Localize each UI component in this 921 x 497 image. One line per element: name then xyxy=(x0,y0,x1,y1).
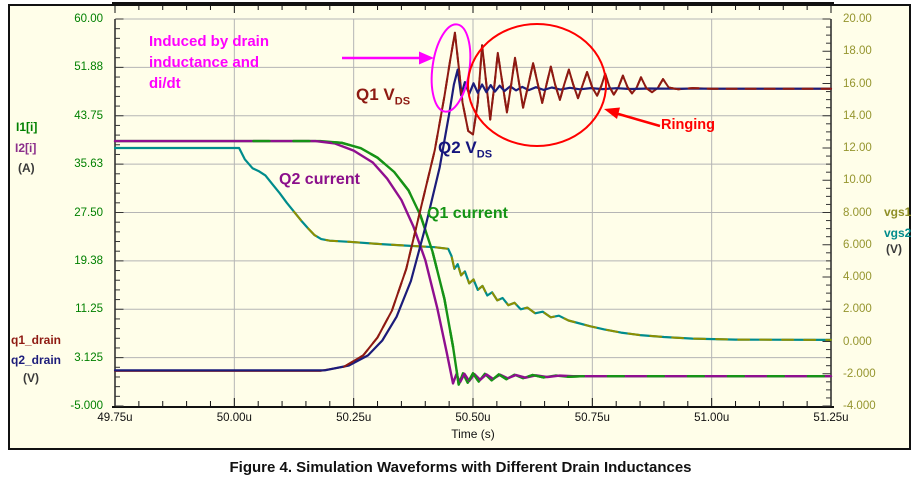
right-axis-tick-label: 8.000 xyxy=(843,206,872,219)
x-axis-tick-label: 51.25u xyxy=(813,412,849,424)
legend-amps-unit: (A) xyxy=(18,161,35,175)
right-axis-tick-label: 12.00 xyxy=(843,142,872,154)
series-q2_drain xyxy=(113,68,833,372)
x-axis-title: Time (s) xyxy=(451,427,495,441)
waveform-plot xyxy=(112,2,834,408)
annotation-induced-note: Induced by drain inductance and di/dt xyxy=(149,33,270,92)
annotation-q1-vds-main: Q1 V xyxy=(356,85,395,104)
left-axis-tick-label: 11.25 xyxy=(75,303,103,316)
x-axis-tick-label: 51.00u xyxy=(694,412,730,424)
series-vgs1 xyxy=(293,210,832,341)
legend-vgs2: vgs2 xyxy=(884,226,912,240)
legend-vgs1: vgs1 xyxy=(884,205,912,219)
left-axis-tick-label: -5.000 xyxy=(70,400,103,412)
legend-volts-unit-right: (V) xyxy=(886,242,902,256)
annotation-q2-vds-sub: DS xyxy=(476,148,493,161)
series-q1-drain-dash-overlay xyxy=(343,31,832,368)
annotation-q1-current: Q1 current xyxy=(427,205,508,222)
right-axis-tick-label: 4.000 xyxy=(843,271,872,283)
x-axis-tick-label: 50.00u xyxy=(216,412,252,424)
right-axis-tick-label: 0.000 xyxy=(843,335,872,348)
ringing-arrow-line xyxy=(614,111,661,128)
x-axis-tick-label: 50.75u xyxy=(574,412,610,424)
right-axis-tick-label: 2.000 xyxy=(843,303,872,316)
top-axis-bar xyxy=(112,2,834,6)
x-axis-tick-label: 50.25u xyxy=(336,412,372,424)
right-axis-tick-label: 16.00 xyxy=(843,77,872,90)
right-axis-tick-label: 14.00 xyxy=(843,109,872,122)
x-axis-tick-label: 49.75u xyxy=(97,412,133,424)
ringing-highlight-ellipse xyxy=(467,23,607,147)
annotation-q2-vds: Q2 VDS xyxy=(438,138,492,160)
legend-q2-drain: q2_drain xyxy=(11,353,62,367)
induced-arrow-head xyxy=(419,51,434,65)
right-axis-tick-label: -4.000 xyxy=(843,400,876,412)
annotation-q1-vds: Q1 VDS xyxy=(356,85,410,107)
legend-q1-drain: q1_drain xyxy=(11,333,62,347)
figure-caption: Figure 4. Simulation Waveforms with Diff… xyxy=(229,459,692,476)
legend-i2: I2[i] xyxy=(15,141,37,155)
right-axis-tick-label: 10.00 xyxy=(843,174,872,187)
x-axis-tick-label: 50.50u xyxy=(455,412,491,424)
left-axis-tick-label: 51.88 xyxy=(74,61,103,74)
left-axis-tick-label: 35.63 xyxy=(74,158,103,171)
annotation-q2-current: Q2 current xyxy=(279,171,360,188)
left-axis-tick-label: 60.00 xyxy=(74,13,103,25)
left-axis-tick-label: 27.50 xyxy=(74,206,103,219)
annotation-q2-vds-main: Q2 V xyxy=(438,138,477,157)
annotation-ringing: Ringing xyxy=(661,117,715,133)
left-axis-tick-label: 19.38 xyxy=(74,254,103,267)
legend-volts-unit-left: (V) xyxy=(23,371,39,385)
left-axis-tick-label: 43.75 xyxy=(74,109,103,122)
series-i1-dash-overlay xyxy=(252,139,833,386)
annotation-q1-vds-sub: DS xyxy=(394,95,411,108)
left-axis-tick-label: 3.125 xyxy=(74,351,103,364)
right-axis-tick-label: -2.000 xyxy=(843,367,876,380)
right-axis-tick-label: 6.000 xyxy=(843,238,872,251)
ringing-arrow-head xyxy=(604,107,620,119)
legend-i1: I1[i] xyxy=(16,120,38,134)
right-axis-tick-label: 20.00 xyxy=(843,13,872,25)
right-axis-tick-label: 18.00 xyxy=(843,45,872,58)
